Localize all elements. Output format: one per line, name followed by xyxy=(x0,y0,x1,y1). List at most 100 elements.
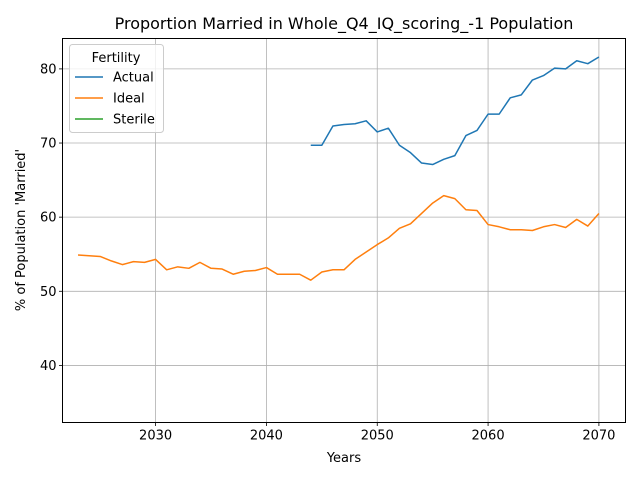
series-layer xyxy=(77,56,600,282)
data-point-ideal xyxy=(287,273,290,276)
data-point-ideal xyxy=(143,261,146,264)
data-point-ideal xyxy=(110,259,113,262)
y-axis-label: % of Population 'Married' xyxy=(14,149,29,311)
data-point-actual xyxy=(564,67,567,70)
data-point-ideal xyxy=(553,223,556,226)
data-point-actual xyxy=(531,79,534,82)
data-point-ideal xyxy=(198,261,201,264)
data-point-ideal xyxy=(376,243,379,246)
data-point-actual xyxy=(475,129,478,132)
data-point-ideal xyxy=(365,250,368,253)
data-point-ideal xyxy=(254,269,257,272)
y-tick-label: 40 xyxy=(40,359,57,374)
data-point-ideal xyxy=(531,229,534,232)
data-point-ideal xyxy=(320,271,323,274)
data-point-actual xyxy=(365,119,368,122)
data-point-actual xyxy=(553,67,556,70)
data-point-ideal xyxy=(77,253,80,256)
data-point-actual xyxy=(320,144,323,147)
data-point-ideal xyxy=(498,225,501,228)
data-point-ideal xyxy=(331,268,334,271)
data-point-actual xyxy=(409,151,412,154)
data-point-actual xyxy=(387,127,390,130)
legend-label-sterile: Sterile xyxy=(113,113,155,128)
data-point-actual xyxy=(331,124,334,127)
data-point-actual xyxy=(498,113,501,116)
data-point-ideal xyxy=(398,227,401,230)
x-tick-label: 2050 xyxy=(361,429,394,444)
data-point-ideal xyxy=(487,223,490,226)
legend-label-actual: Actual xyxy=(113,71,154,86)
data-point-ideal xyxy=(420,212,423,215)
data-point-actual xyxy=(464,134,467,137)
data-point-ideal xyxy=(542,225,545,228)
data-point-ideal xyxy=(343,268,346,271)
data-point-actual xyxy=(520,93,523,96)
plot-frame xyxy=(62,38,626,423)
data-point-ideal xyxy=(520,228,523,231)
data-point-ideal xyxy=(210,267,213,270)
x-tick-label: 2030 xyxy=(139,429,172,444)
data-point-actual xyxy=(376,130,379,133)
series-line-ideal xyxy=(77,194,600,281)
data-point-ideal xyxy=(243,270,246,273)
data-point-ideal xyxy=(99,255,102,258)
y-tick-label: 50 xyxy=(40,285,57,300)
data-point-actual xyxy=(597,56,600,59)
data-point-ideal xyxy=(154,258,157,261)
data-point-ideal xyxy=(586,225,589,228)
data-point-actual xyxy=(453,154,456,157)
data-point-actual xyxy=(398,144,401,147)
data-point-ideal xyxy=(276,273,279,276)
data-point-ideal xyxy=(232,273,235,276)
legend-items: Actual Ideal Sterile xyxy=(75,71,155,128)
x-tick-label: 2040 xyxy=(250,429,283,444)
data-point-ideal xyxy=(132,260,135,263)
legend-title: Fertility xyxy=(92,51,141,66)
x-tick-label: 2060 xyxy=(472,429,505,444)
data-point-ideal xyxy=(453,197,456,200)
data-point-ideal xyxy=(354,258,357,261)
data-point-actual xyxy=(575,59,578,62)
data-point-ideal xyxy=(464,208,467,211)
data-point-ideal xyxy=(597,212,600,215)
data-point-actual xyxy=(431,163,434,166)
data-point-ideal xyxy=(387,236,390,239)
chart-title: Proportion Married in Whole_Q4_IQ_scorin… xyxy=(115,14,574,34)
data-point-ideal xyxy=(509,228,512,231)
data-point-actual xyxy=(487,113,490,116)
data-point-ideal xyxy=(475,209,478,212)
data-point-ideal xyxy=(298,273,301,276)
legend-label-ideal: Ideal xyxy=(113,92,145,107)
legend: Fertility Actual Ideal Sterile xyxy=(69,44,164,133)
data-point-actual xyxy=(509,96,512,99)
legend-box xyxy=(69,44,164,133)
y-tick-label: 60 xyxy=(40,211,57,226)
data-point-actual xyxy=(309,144,312,147)
data-point-actual xyxy=(586,62,589,65)
data-point-ideal xyxy=(265,266,268,269)
ticks: 2030 2040 2050 2060 2070 40 50 60 70 80 xyxy=(40,62,615,443)
data-point-ideal xyxy=(442,194,445,197)
y-tick-label: 80 xyxy=(40,62,57,77)
data-point-ideal xyxy=(88,254,91,257)
data-point-ideal xyxy=(121,263,124,266)
grid xyxy=(62,38,626,423)
data-point-ideal xyxy=(575,218,578,221)
data-point-actual xyxy=(442,158,445,161)
series-line-actual xyxy=(310,56,600,166)
data-point-ideal xyxy=(165,268,168,271)
data-point-ideal xyxy=(309,279,312,282)
data-point-ideal xyxy=(409,222,412,225)
data-point-actual xyxy=(354,122,357,125)
x-tick-label: 2070 xyxy=(582,429,615,444)
data-point-ideal xyxy=(221,268,224,271)
data-point-ideal xyxy=(564,226,567,229)
data-point-ideal xyxy=(431,202,434,205)
data-point-actual xyxy=(542,74,545,77)
data-point-ideal xyxy=(176,265,179,268)
y-tick-label: 70 xyxy=(40,137,57,152)
data-point-actual xyxy=(343,123,346,126)
data-point-ideal xyxy=(187,267,190,270)
